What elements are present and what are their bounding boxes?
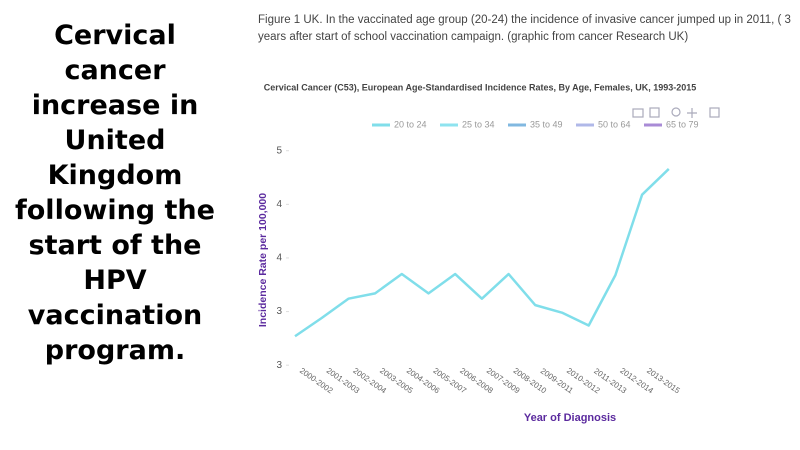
slide-heading: Cervical cancer increase in United Kingd… xyxy=(15,20,215,366)
y-tick-label: 3 xyxy=(276,306,282,317)
save-icon[interactable] xyxy=(649,107,660,118)
y-tick-label: 4 xyxy=(276,253,282,264)
y-axis-title: Incidence Rate per 100,000 xyxy=(257,193,269,327)
chart-title: Cervical Cancer (C53), European Age-Stan… xyxy=(264,82,697,92)
data-line xyxy=(294,168,670,338)
figure-caption: Figure 1 UK. In the vaccinated age group… xyxy=(258,14,791,43)
legend-label: 50 to 64 xyxy=(598,119,631,129)
x-axis-title: Year of Diagnosis xyxy=(524,412,616,424)
zoom-icon[interactable] xyxy=(671,107,681,117)
legend-label: 35 to 49 xyxy=(530,119,563,129)
y-tick-label: 3 xyxy=(276,360,282,371)
legend-label: 25 to 34 xyxy=(462,119,495,129)
camera-icon[interactable] xyxy=(632,108,644,118)
y-tick-label: 5 xyxy=(276,145,282,156)
autoscale-icon[interactable] xyxy=(709,107,720,118)
legend-label: 65 to 79 xyxy=(666,119,699,129)
toolbar xyxy=(632,107,720,118)
y-tick-label: 4 xyxy=(276,199,282,210)
legend-label: 20 to 24 xyxy=(394,119,427,129)
pan-icon[interactable] xyxy=(687,108,697,118)
